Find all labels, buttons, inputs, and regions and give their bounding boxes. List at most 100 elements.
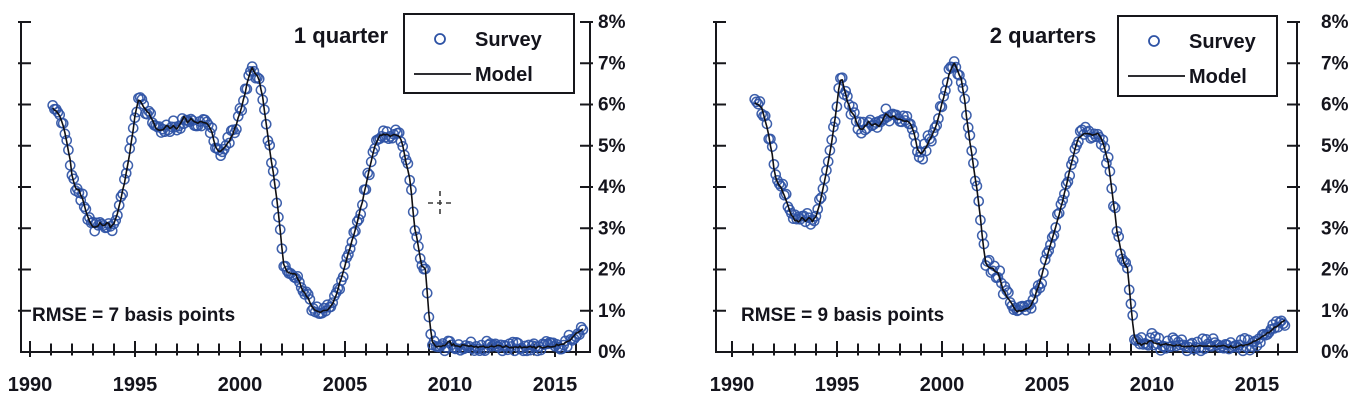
legend-survey-marker-icon (434, 33, 446, 45)
survey-point (941, 76, 953, 88)
x-axis-label: 1995 (815, 374, 860, 396)
legend-box (1117, 15, 1278, 97)
survey-point (248, 65, 260, 77)
y-axis-label: 7% (1321, 53, 1349, 74)
model-line (52, 66, 584, 350)
survey-point (203, 119, 214, 131)
survey-point (938, 91, 950, 102)
survey-point (1272, 321, 1284, 333)
y-axis-label: 0% (598, 342, 626, 363)
survey-point (863, 117, 874, 128)
x-axis-label: 2000 (218, 374, 263, 396)
legend-survey-marker-icon (1148, 35, 1160, 47)
legend-model-label: Model (475, 64, 533, 86)
y-axis-label: 3% (598, 218, 626, 239)
rmse-annotation: RMSE = 9 basis points (741, 305, 944, 326)
survey-point (245, 65, 256, 77)
y-axis-label: 3% (1321, 218, 1349, 239)
panel-title: 1 quarter (294, 23, 389, 48)
survey-point (847, 101, 859, 113)
survey-point (1251, 340, 1263, 352)
survey-point (1137, 339, 1149, 350)
y-axis-label: 0% (1321, 342, 1349, 363)
survey-point (906, 123, 918, 135)
survey-point (1146, 327, 1158, 339)
survey-point (1050, 222, 1062, 233)
survey-point (327, 297, 339, 308)
chart-panel-2: 0% 1% 2% 3% 4% 5% 6% 7% 8% 1990 1995 2000 2005 2010 20… (710, 12, 1349, 396)
survey-point (1193, 342, 1205, 354)
survey-point (232, 110, 244, 122)
survey-point (1099, 142, 1111, 154)
y-axis-label: 4% (598, 177, 626, 198)
model-line (754, 62, 1286, 349)
survey-point (59, 128, 71, 140)
survey-point (1073, 136, 1084, 147)
x-axis-label: 2005 (1025, 374, 1070, 396)
y-axis-label: 8% (598, 12, 626, 33)
legend-box (403, 13, 575, 94)
survey-point (535, 344, 547, 356)
survey-point (868, 119, 880, 130)
survey-point (1036, 278, 1048, 289)
survey-point (871, 122, 883, 133)
panel-title: 2 quarters (990, 23, 1096, 48)
y-axis-label: 2% (1321, 260, 1349, 281)
y-axis-label: 5% (598, 136, 626, 157)
survey-point (773, 178, 785, 190)
survey-point (1120, 257, 1132, 269)
y-axis-label: 1% (1321, 301, 1349, 322)
survey-point (1003, 287, 1014, 298)
x-axis-label: 2015 (533, 374, 578, 396)
y-axis-label: 8% (1321, 12, 1349, 33)
x-axis-label: 1995 (113, 374, 158, 396)
survey-point (344, 243, 356, 255)
survey-point (1277, 318, 1289, 330)
survey-point (850, 116, 862, 127)
survey-point (924, 133, 936, 145)
survey-point (1031, 285, 1042, 297)
survey-point (751, 96, 762, 108)
y-axis-label: 6% (598, 95, 626, 116)
survey-point (933, 113, 944, 124)
x-axis-label: 2000 (920, 374, 965, 396)
survey-point (1043, 245, 1055, 257)
rmse-annotation: RMSE = 7 basis points (32, 305, 235, 326)
x-axis-label: 1990 (710, 374, 755, 396)
survey-point (395, 136, 407, 147)
survey-point (143, 105, 155, 117)
survey-point (1241, 341, 1252, 353)
legend: Survey Model (1117, 15, 1278, 97)
survey-point (52, 106, 64, 118)
survey-point (252, 72, 263, 83)
series-1-quarter (47, 61, 589, 357)
survey-point (905, 118, 916, 130)
legend-model-label: Model (1189, 66, 1247, 88)
x-axis-label: 2010 (1130, 374, 1175, 396)
legend-survey-label: Survey (475, 29, 543, 51)
survey-point (294, 276, 305, 288)
survey-point (954, 69, 965, 81)
y-axis-label: 4% (1321, 177, 1349, 198)
x-axis-label: 2015 (1235, 374, 1280, 396)
survey-point (577, 324, 589, 336)
survey-point (217, 146, 228, 158)
survey-point (808, 215, 820, 227)
x-axis-label: 2005 (323, 374, 368, 396)
x-axis-label: 2010 (428, 374, 473, 396)
y-axis-label: 6% (1321, 95, 1349, 116)
survey-point (779, 189, 790, 201)
legend-survey-label: Survey (1189, 31, 1257, 53)
survey-point (292, 270, 304, 282)
y-axis-label: 5% (1321, 136, 1349, 157)
survey-point (575, 321, 587, 333)
survey-point (168, 115, 179, 127)
survey-point (752, 98, 764, 110)
survey-point (996, 277, 1007, 289)
survey-point (365, 156, 377, 168)
y-axis-label: 2% (598, 260, 626, 281)
survey-point (948, 56, 960, 67)
survey-point (810, 210, 822, 222)
